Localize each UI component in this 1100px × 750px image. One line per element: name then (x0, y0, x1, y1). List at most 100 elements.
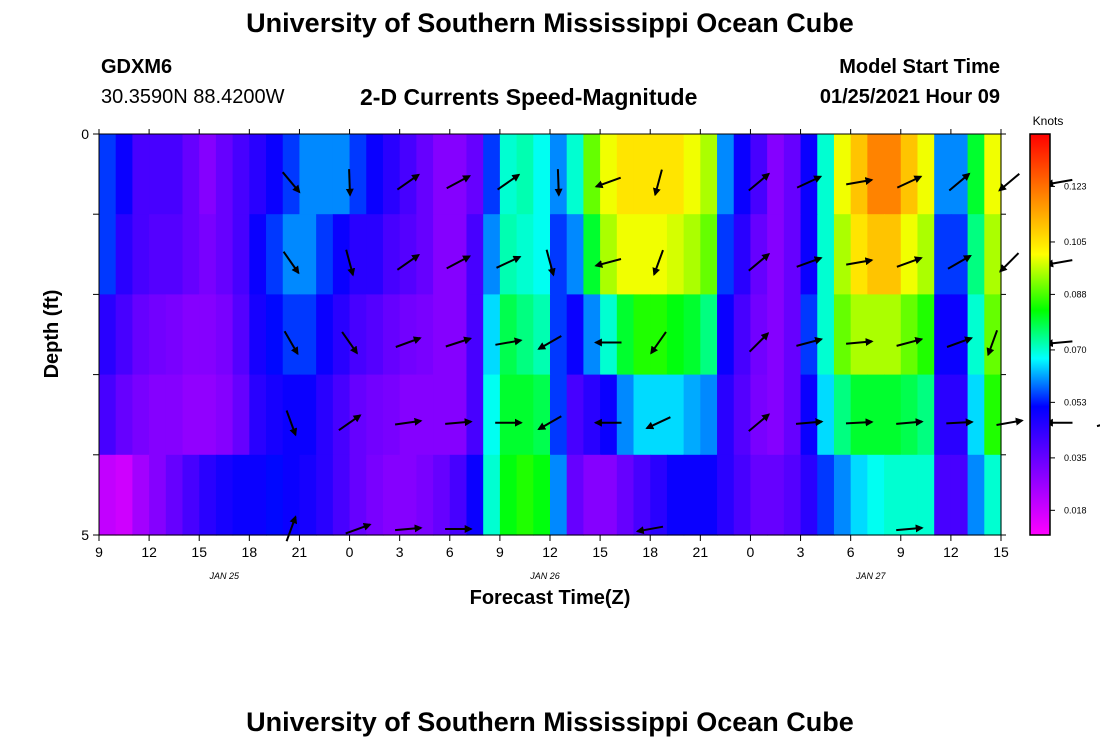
heat-cell (249, 294, 267, 376)
heat-cell (449, 134, 468, 215)
heat-cell (399, 214, 417, 295)
heat-cell (266, 214, 284, 295)
current-vector (986, 329, 999, 357)
heat-cell (783, 294, 802, 376)
colorbar-label: 0.105 (1064, 237, 1087, 247)
heat-cell (600, 214, 618, 295)
x-tick-label: 9 (897, 544, 905, 560)
current-vector (554, 169, 563, 197)
plot-title: 2-D Currents Speed-Magnitude (360, 84, 698, 110)
current-vector (396, 253, 421, 271)
x-tick-label: 3 (797, 544, 805, 560)
x-tick-label: 21 (693, 544, 709, 560)
x-tick-label: 15 (592, 544, 608, 560)
heat-cell (382, 454, 401, 536)
heat-cell (366, 374, 384, 456)
heat-cell (132, 294, 150, 376)
current-vector (896, 256, 923, 268)
heat-cell (215, 134, 234, 215)
heat-cell (767, 454, 785, 536)
heat-cell (717, 294, 735, 376)
heat-cell (332, 294, 351, 376)
heat-cell (817, 214, 835, 295)
heat-cell (433, 374, 451, 456)
heat-cell (316, 214, 334, 295)
heat-cell (366, 454, 384, 536)
heat-cell (483, 294, 501, 376)
heat-cell (399, 374, 417, 456)
heat-cell (483, 214, 501, 295)
heat-cell (516, 294, 534, 376)
heat-cell (934, 134, 952, 215)
current-vector (594, 176, 622, 189)
heat-cell (666, 214, 685, 295)
heat-cell (349, 454, 367, 536)
heat-cell (266, 294, 284, 376)
heat-cell (499, 294, 518, 376)
heat-cell (583, 214, 601, 295)
heat-cell (900, 374, 919, 456)
heat-cell (299, 134, 317, 215)
heat-cell (349, 134, 367, 215)
heat-cell (600, 294, 618, 376)
heat-cell (750, 374, 768, 456)
current-vector (446, 255, 472, 270)
heat-cell (299, 454, 317, 536)
heat-cell (767, 134, 785, 215)
heat-cell (433, 294, 451, 376)
axes: 9 12 15 18 21 0 3 6 9 12 15 18 21 0 3 6 9 12 15 JAN 25 JAN 2… (81, 126, 1009, 581)
heat-cell (950, 374, 969, 456)
heat-cell (850, 454, 868, 536)
heat-cell (399, 454, 417, 536)
heat-cell (132, 134, 150, 215)
current-vector (946, 418, 974, 427)
heat-cell (884, 374, 902, 456)
heat-cell (516, 374, 534, 456)
current-vector (497, 173, 521, 191)
current-vector (796, 336, 824, 347)
heat-cell (282, 454, 301, 536)
heat-cell (683, 214, 701, 295)
heat-cell (750, 214, 768, 295)
x-tick-label: 15 (191, 544, 207, 560)
heat-cell (884, 294, 902, 376)
heat-cell (750, 134, 768, 215)
current-vector (896, 336, 924, 347)
heat-cell (700, 134, 718, 215)
heat-cell (767, 294, 785, 376)
heat-cell (566, 454, 584, 536)
heat-cell (683, 134, 701, 215)
heat-cell (900, 214, 919, 295)
heat-cell (199, 294, 217, 376)
heat-cell (316, 374, 334, 456)
heat-cell (683, 294, 701, 376)
heat-cell (984, 294, 1002, 376)
heat-cell (99, 214, 117, 295)
heat-cell (533, 454, 551, 536)
heat-cell (833, 214, 852, 295)
current-vector (796, 256, 823, 268)
model-start-label: Model Start Time (839, 56, 1000, 78)
heat-cell (967, 134, 985, 215)
heat-cell (182, 294, 200, 376)
x-tick-label: 9 (496, 544, 504, 560)
heat-cell (199, 454, 217, 536)
heat-cell (316, 454, 334, 536)
heat-cell (600, 374, 618, 456)
heat-cell (349, 374, 367, 456)
heat-cell (833, 294, 852, 376)
heat-cell (850, 294, 868, 376)
heat-cell (700, 374, 718, 456)
heat-cell (666, 134, 685, 215)
date-label: JAN 27 (855, 571, 887, 581)
speed-heatmap (99, 134, 1002, 536)
heat-cell (533, 294, 551, 376)
heat-cell (650, 214, 668, 295)
heat-cell (382, 294, 401, 376)
heat-cell (650, 374, 668, 456)
heat-cell (817, 454, 835, 536)
current-vector (896, 175, 923, 189)
heat-cell (783, 454, 802, 536)
heat-cell (382, 374, 401, 456)
heat-cell (950, 454, 969, 536)
